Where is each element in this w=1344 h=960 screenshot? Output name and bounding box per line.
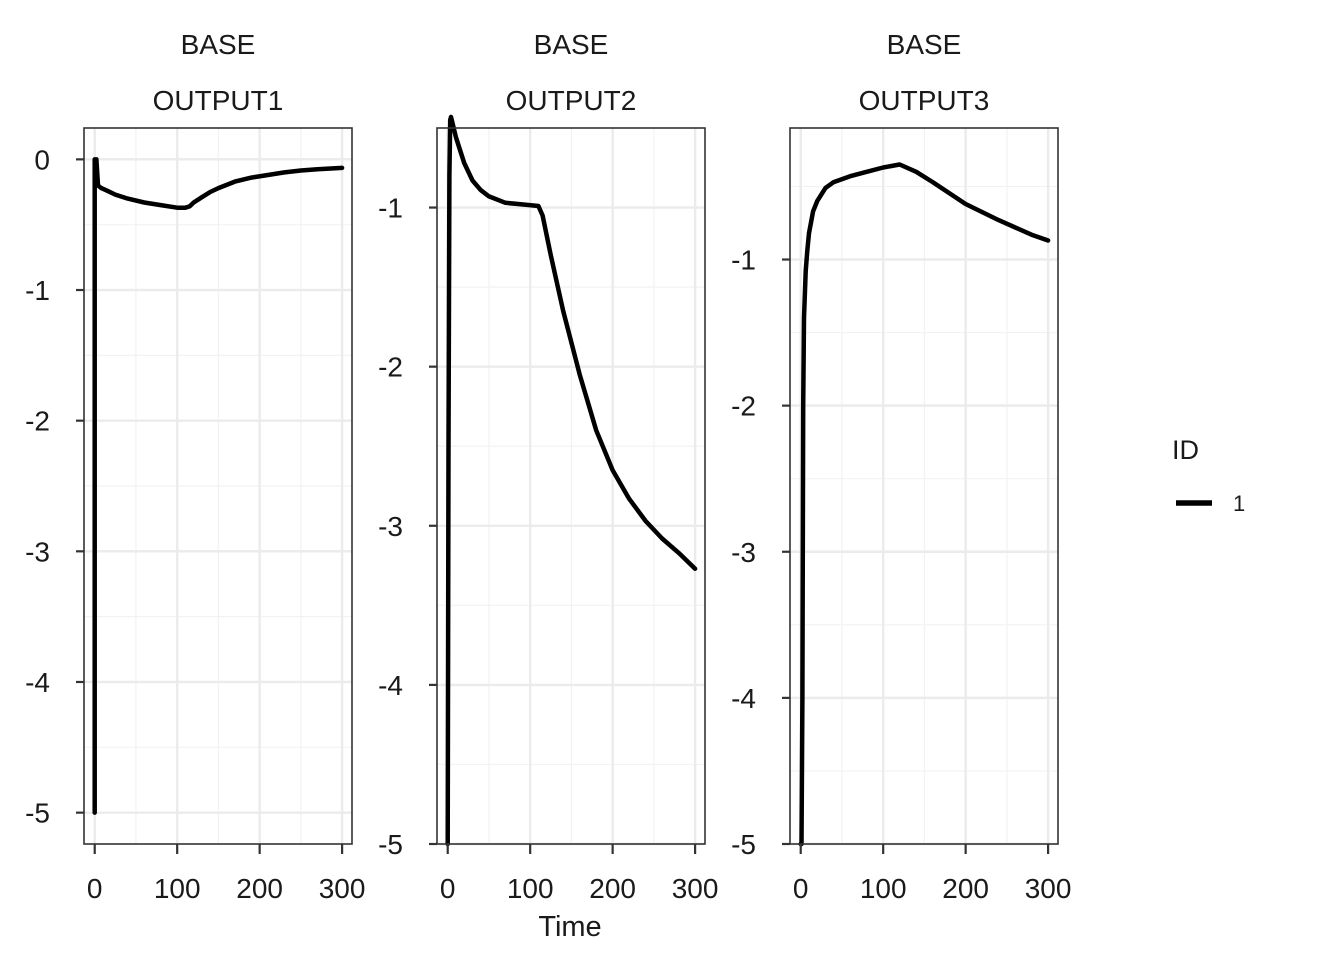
strip-label-top: BASE bbox=[887, 29, 962, 60]
y-tick-label: -5 bbox=[731, 829, 756, 860]
y-tick-label: -1 bbox=[378, 193, 403, 224]
y-tick-label: -2 bbox=[731, 391, 756, 422]
x-tick-label: 0 bbox=[87, 873, 103, 904]
series-line-1 bbox=[92, 157, 345, 815]
panel-border bbox=[789, 127, 1059, 845]
legend-title: ID bbox=[1172, 435, 1199, 465]
y-tick-label: -4 bbox=[25, 667, 50, 698]
y-tick-label: -2 bbox=[25, 406, 50, 437]
series-line-1 bbox=[445, 114, 698, 847]
strip-label-bottom: OUTPUT3 bbox=[859, 85, 990, 116]
x-tick-label: 100 bbox=[154, 873, 201, 904]
y-tick-label: -4 bbox=[731, 683, 756, 714]
y-tick-label: -2 bbox=[378, 352, 403, 383]
y-tick-label: -3 bbox=[25, 536, 50, 567]
x-tick-label: 100 bbox=[507, 873, 554, 904]
y-tick-label: -5 bbox=[25, 798, 50, 829]
x-tick-label: 200 bbox=[942, 873, 989, 904]
y-tick-label: 0 bbox=[34, 144, 50, 175]
x-tick-label: 300 bbox=[1025, 873, 1072, 904]
y-tick-label: -5 bbox=[378, 829, 403, 860]
panel-border bbox=[83, 127, 353, 845]
x-tick-label: 0 bbox=[440, 873, 456, 904]
strip-label-bottom: OUTPUT2 bbox=[506, 85, 637, 116]
strip-label-top: BASE bbox=[534, 29, 609, 60]
strip-label-top: BASE bbox=[181, 29, 256, 60]
panel-1: BASE OUTPUT1 0 100 200 300 0 -1 -2 -3 -4 -5 bbox=[25, 29, 365, 904]
x-tick-label: 300 bbox=[319, 873, 366, 904]
y-tick-label: -3 bbox=[731, 537, 756, 568]
x-tick-label: 300 bbox=[672, 873, 719, 904]
panel-border bbox=[436, 127, 706, 845]
panels-layer: BASE OUTPUT1 0 100 200 300 0 -1 -2 -3 -4 -5 BASE OUTP… bbox=[25, 29, 1071, 904]
x-tick-label: 0 bbox=[793, 873, 809, 904]
y-tick-label: -3 bbox=[378, 511, 403, 542]
panel-3: BASE OUTPUT3 0 100 200 300 -1 -2 -3 -4 -5 bbox=[731, 29, 1071, 904]
legend: ID 1 bbox=[1172, 435, 1245, 516]
x-axis-label: Time bbox=[538, 911, 601, 943]
y-tick-label: -1 bbox=[731, 245, 756, 276]
series-line-1 bbox=[798, 162, 1051, 847]
x-tick-label: 200 bbox=[589, 873, 636, 904]
y-tick-label: -4 bbox=[378, 670, 403, 701]
y-tick-label: -1 bbox=[25, 275, 50, 306]
x-tick-label: 200 bbox=[236, 873, 283, 904]
strip-label-bottom: OUTPUT1 bbox=[153, 85, 284, 116]
x-tick-label: 100 bbox=[860, 873, 907, 904]
panel-2: BASE OUTPUT2 0 100 200 300 -1 -2 -3 -4 -5 bbox=[378, 29, 718, 904]
legend-entry-label: 1 bbox=[1233, 491, 1245, 516]
